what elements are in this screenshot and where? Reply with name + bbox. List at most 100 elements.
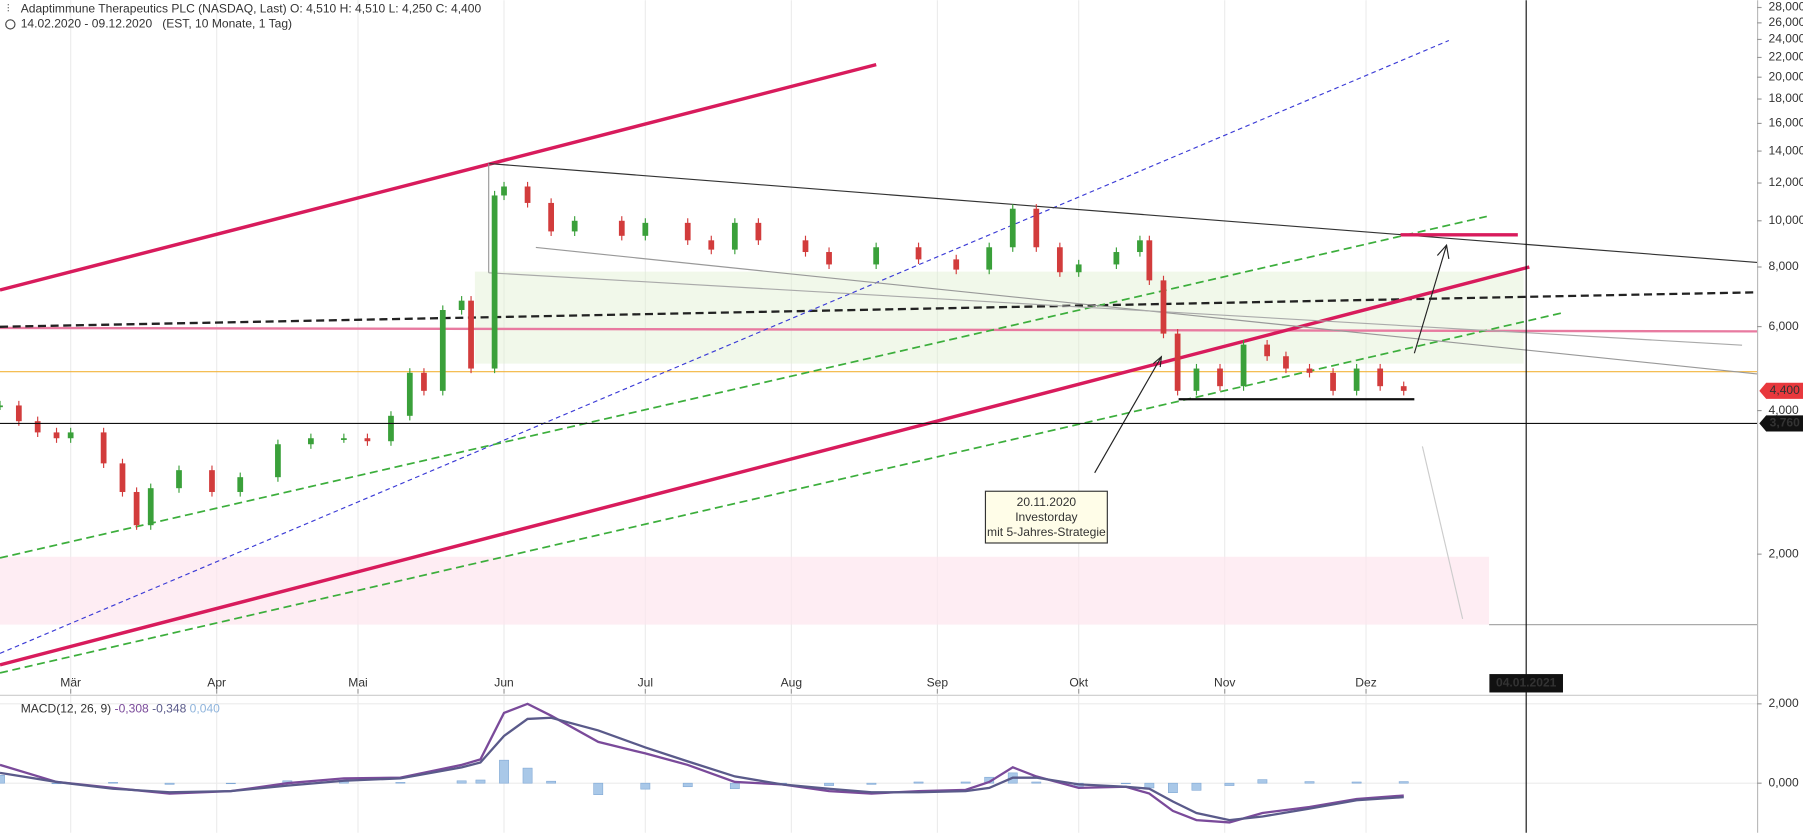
candle [119,463,126,492]
candle [0,405,3,408]
line [0,62,877,292]
candle [133,491,140,526]
candle [491,195,498,369]
candle [1033,208,1040,248]
candle [1113,252,1120,265]
line [1421,446,1464,620]
crosshair-price-label: 3,760 [1770,416,1800,430]
value: 4,250 [402,2,432,16]
x-tick-label: Okt [1069,675,1088,689]
candle [468,300,474,369]
candle [1056,247,1063,273]
value: -0,348 [152,702,186,716]
candle [915,247,922,260]
macd-bar [1168,782,1178,793]
candle [406,372,413,416]
arrow-head [1152,355,1163,368]
macd-bar [456,780,467,784]
annotation-text: 20.11.2020 [1017,495,1077,509]
x-tick-label: Jun [494,675,513,689]
line [488,162,1758,263]
y-tick-label: 2,000 [1769,546,1799,560]
candle [421,372,427,391]
label: L: [389,2,399,16]
macd-bar [0,774,5,784]
candle [1353,368,1360,391]
y-tick-label: 12,000 [1769,175,1803,189]
line [0,326,1758,333]
candle [571,220,578,232]
crosshair-price-box [1759,415,1803,432]
macd-bar [164,782,175,785]
y-tick-label: 16,000 [1769,116,1803,130]
candle [1377,368,1384,387]
candle [1137,240,1143,253]
x-tick-label: Mär [60,675,81,689]
header-icon: ⫶ [7,4,10,15]
zone [0,556,1490,625]
candle [53,432,60,439]
line [0,291,1758,328]
macd-bar [522,767,533,784]
candle [802,240,809,253]
candle [953,259,960,270]
arrow [1094,356,1162,474]
macd-bar [729,782,740,790]
line [0,265,1530,667]
candle [501,186,507,196]
zone [474,271,1524,364]
candle [684,222,691,241]
x-tick-label: Sep [927,675,949,689]
candle [1306,368,1313,373]
value: -0,308 [115,702,149,716]
candle [1009,208,1016,248]
candle [439,310,446,391]
candle [1160,280,1167,334]
crosshair-date-box [1489,674,1563,693]
candle [100,432,107,464]
macd-bar [1144,782,1155,789]
y-tick-label: 10,000 [1769,213,1803,227]
candle [1283,356,1289,369]
arrow-head [1436,243,1450,260]
y-tick-label: 4,000 [1769,403,1799,417]
macd-bar [1304,781,1315,784]
candle [176,470,182,489]
y-tick-label: 2,000 [1769,696,1799,710]
candle [873,247,880,265]
macd-bar [593,782,604,795]
line [488,272,1743,346]
macd-bar [824,782,834,786]
candle [1240,344,1247,387]
candle [388,415,394,442]
x-tick-label: Apr [207,675,226,689]
x-tick-label: Dez [1355,675,1376,689]
value: 4,510 [306,2,336,16]
x-tick-label: Aug [781,675,802,689]
candle [548,202,554,232]
x-tick-label: Mai [348,675,367,689]
macd-bar [1031,781,1042,784]
candle [1330,372,1336,391]
price-marker-label: 4,400 [1770,383,1800,397]
candle [1146,240,1153,281]
candle [275,444,281,478]
value: 4,510 [355,2,385,16]
candle [1217,368,1223,387]
candle [147,488,154,526]
annotation-text: mit 5-Jahres-Strategie [987,525,1106,539]
macd-bar [108,782,118,784]
candle [618,220,625,236]
macd-bar [499,759,509,784]
label: C: [436,2,448,16]
candle [1174,333,1181,391]
label: O: [290,2,303,16]
y-tick-label: 28,000 [1769,0,1803,14]
candle [308,438,314,445]
candles [0,181,1409,824]
annotation-box: 20.11.2020 Investorday mit 5-Jahres-Stra… [984,490,1108,544]
x-tick-label: Nov [1214,675,1235,689]
